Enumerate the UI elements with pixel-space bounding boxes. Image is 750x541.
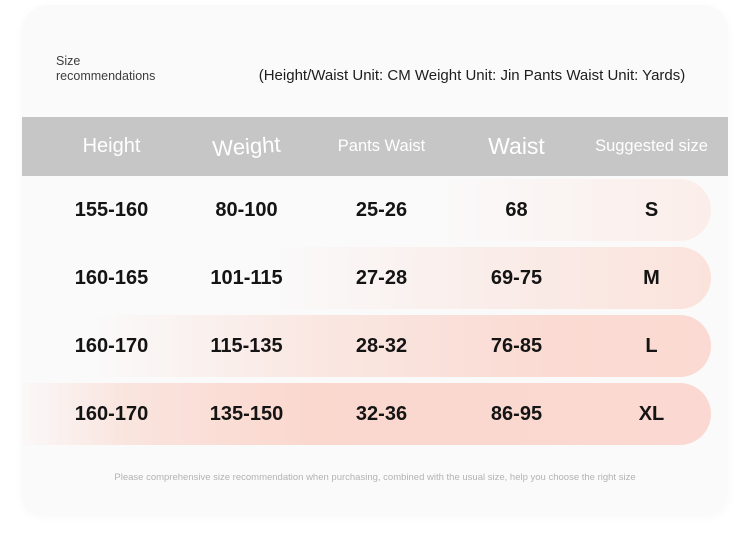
card-top: Size recommendations (Height/Waist Unit:…: [22, 5, 728, 117]
cell-waist: 76-85: [490, 334, 543, 357]
cell-pants-waist: 28-32: [355, 334, 408, 357]
size-chart-card: Size recommendations (Height/Waist Unit:…: [22, 5, 728, 515]
cell-height: 155-160: [74, 198, 149, 221]
column-header-pants-waist: Pants Waist: [337, 137, 426, 155]
cell-pants-waist: 25-26: [355, 198, 408, 221]
cell-weight: 115-135: [210, 334, 283, 357]
table-row: 160-170 135-150 32-36 86-95 XL: [22, 380, 728, 448]
table-row: 160-170 115-135 28-32 76-85 L: [22, 312, 728, 380]
section-title-line1: Size: [56, 54, 81, 68]
cell-size: S: [644, 198, 659, 221]
column-header-height: Height: [82, 135, 141, 157]
column-header-suggested-size: Suggested size: [595, 137, 708, 155]
cell-size: XL: [638, 402, 665, 425]
cell-waist: 68: [505, 198, 528, 221]
table-row: 160-165 101-115 27-28 69-75 M: [22, 244, 728, 312]
units-note: (Height/Waist Unit: CM Weight Unit: Jin …: [258, 67, 686, 84]
table-header-row: Height Weight Pants Waist Waist Suggeste…: [22, 117, 728, 176]
cell-pants-waist: 32-36: [355, 402, 408, 425]
cell-weight: 101-115: [210, 266, 283, 289]
column-header-waist: Waist: [488, 133, 545, 159]
section-title: Size recommendations: [56, 54, 155, 84]
table-row: 155-160 80-100 25-26 68 S: [22, 176, 728, 244]
cell-size: M: [643, 266, 660, 289]
cell-height: 160-165: [74, 266, 149, 289]
cell-pants-waist: 27-28: [355, 266, 408, 289]
cell-weight: 80-100: [215, 198, 278, 221]
footer-note: Please comprehensive size recommendation…: [114, 472, 636, 483]
cell-waist: 69-75: [490, 266, 543, 289]
cell-size: L: [645, 334, 658, 357]
section-title-line2: recommendations: [56, 69, 156, 83]
highlight-pill: [22, 315, 711, 377]
cell-height: 160-170: [74, 334, 149, 357]
highlight-pill: [22, 179, 711, 241]
highlight-pill: [22, 247, 711, 309]
column-header-weight: Weight: [211, 131, 282, 161]
highlight-pill: [22, 383, 711, 445]
cell-waist: 86-95: [490, 402, 543, 425]
cell-weight: 135-150: [209, 402, 284, 425]
cell-height: 160-170: [74, 402, 149, 425]
